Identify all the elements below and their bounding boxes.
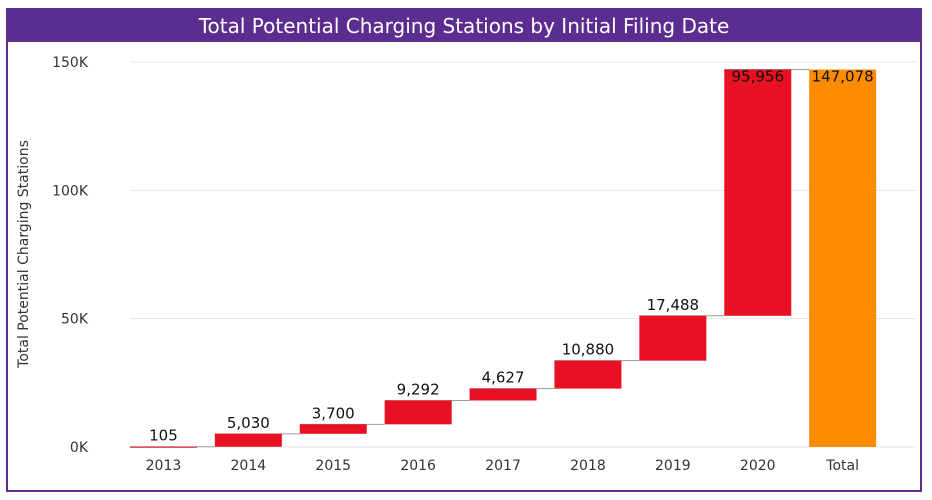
x-tick-label: 2019 — [655, 458, 691, 474]
bar-total — [809, 69, 877, 447]
x-tick-label: 2018 — [570, 458, 606, 474]
data-label: 95,956 — [732, 67, 785, 85]
x-tick-label: 2013 — [146, 458, 182, 474]
bar-2016 — [384, 400, 452, 425]
data-label: 10,880 — [562, 341, 615, 359]
chart-title: Total Potential Charging Stations by Ini… — [8, 10, 920, 42]
bar-2013 — [129, 446, 197, 448]
x-tick-label: 2016 — [400, 458, 436, 474]
data-label: 9,292 — [397, 380, 440, 398]
x-tick-label: 2015 — [315, 458, 351, 474]
y-tick-label: 50K — [61, 312, 89, 328]
data-label: 17,488 — [647, 296, 700, 314]
x-tick-label: 2017 — [485, 458, 521, 474]
bar-2019 — [639, 315, 707, 361]
x-axis-ticks: 2013 2014 2015 2016 2017 2018 2019 2020 Total — [146, 458, 859, 474]
data-labels: 105 5,030 3,700 9,292 4,627 10,880 17,488 95,95… — [149, 67, 874, 444]
data-label: 105 — [149, 427, 178, 445]
y-axis-ticks: 0K 50K 100K 150K — [52, 55, 89, 456]
bar-2014 — [214, 433, 282, 447]
bar-2017 — [469, 388, 537, 401]
data-label: 4,627 — [482, 369, 525, 387]
bar-2020 — [724, 69, 792, 316]
y-tick-label: 0K — [70, 440, 89, 456]
bar-2015 — [299, 424, 367, 434]
x-tick-label: Total — [825, 458, 859, 474]
data-label: 3,700 — [312, 404, 355, 422]
x-tick-label: 2020 — [740, 458, 776, 474]
data-label: 5,030 — [227, 414, 270, 432]
bar-2018 — [554, 360, 622, 389]
x-tick-label: 2014 — [231, 458, 267, 474]
bars — [129, 69, 877, 448]
data-label: 147,078 — [812, 67, 874, 85]
y-tick-label: 100K — [52, 183, 89, 199]
y-tick-label: 150K — [52, 55, 89, 71]
